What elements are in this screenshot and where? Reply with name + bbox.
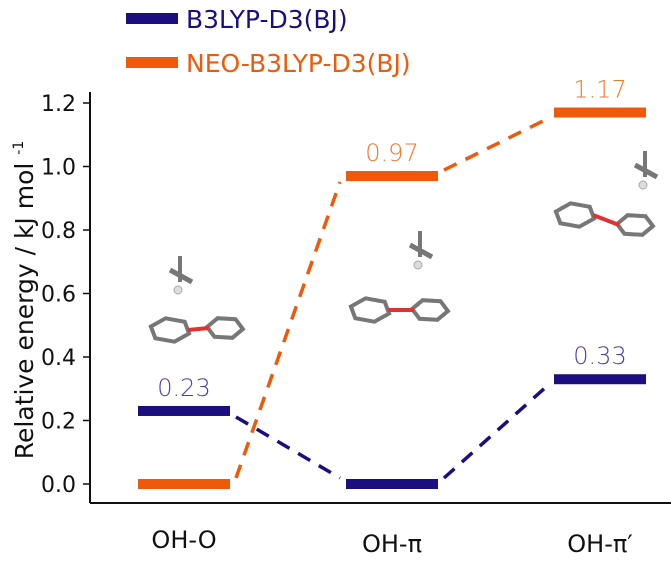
legend-label: NEO-B3LYP-D3(BJ) [186,49,411,78]
x-tick-label: OH-O [151,526,216,554]
hydroxyl-hydrogen [638,180,648,190]
energy-level-bar [346,171,438,182]
y-axis-label-superscript: -1 [11,141,27,155]
chart-marks: 0.23 0.33 0.97 1.17 [138,76,646,489]
y-tick-label: 0.4 [41,346,76,371]
phenyl-ring [148,316,192,344]
energy-level-bar [554,107,646,118]
data-label: 0.97 [365,139,418,167]
molecule-structures [148,151,659,344]
energy-level-bar [138,479,230,489]
connector-line [234,181,342,479]
phenyl-ring [348,296,392,324]
data-label: 0.23 [157,374,210,402]
y-tick-label: 0.8 [41,219,76,244]
x-tick-label: OH-π [362,530,422,558]
y-tick-label: 0.2 [41,410,76,435]
y-tick-label: 1.2 [41,92,76,117]
energy-level-bar [346,479,438,489]
connector-line [235,415,341,480]
hydroxyl-hydrogen [413,260,423,270]
phenyl-ring [409,298,451,322]
connector-line [443,116,549,172]
hydroxyl-hydrogen [173,285,183,295]
ether-oxygen [592,213,620,227]
connector-line [442,383,550,480]
legend-label: B3LYP-D3(BJ) [186,5,348,34]
y-tick-label: 0.0 [41,473,76,498]
data-label: 1.17 [573,76,626,104]
ether-oxygen [187,326,210,332]
energy-level-bar [138,405,230,416]
legend-swatch [126,13,178,24]
y-axis-label: Relative energy / kJ mol -1 [10,141,39,460]
phenyl-ring [553,201,597,229]
y-tick-label: 1.0 [41,156,76,181]
y-tick-label: 0.6 [41,283,76,308]
legend-swatch [126,57,178,68]
energy-level-bar [554,374,646,385]
legend: B3LYP-D3(BJ) NEO-B3LYP-D3(BJ) [126,5,411,78]
x-tick-label: OH-π′ [567,530,633,558]
phenyl-ring [614,213,656,237]
data-label: 0.33 [573,342,626,370]
phenyl-ring [204,316,246,340]
